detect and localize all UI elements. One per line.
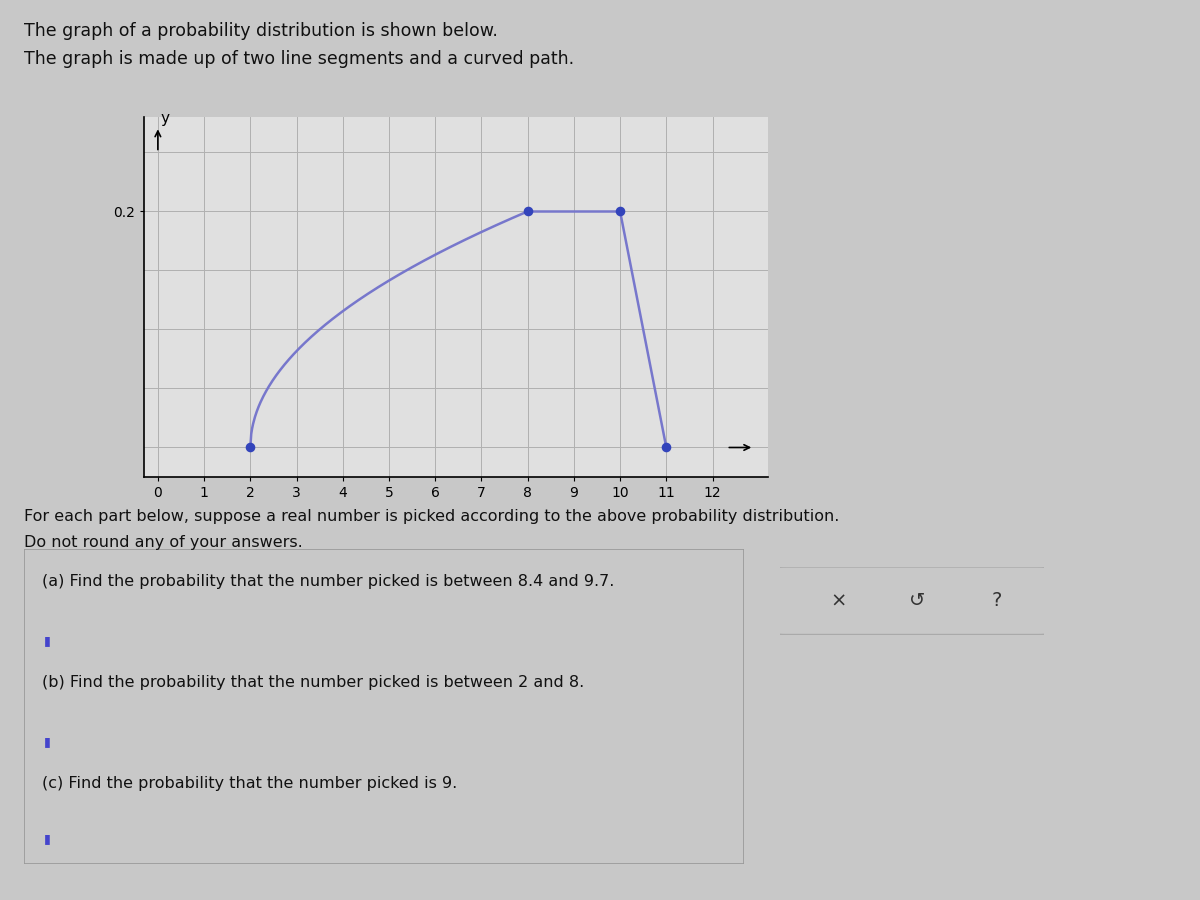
Text: ▮: ▮ xyxy=(44,634,52,647)
Text: The graph is made up of two line segments and a curved path.: The graph is made up of two line segment… xyxy=(24,50,574,68)
Text: For each part below, suppose a real number is picked according to the above prob: For each part below, suppose a real numb… xyxy=(24,508,839,524)
Point xyxy=(241,440,260,454)
Text: ×: × xyxy=(830,591,846,610)
FancyBboxPatch shape xyxy=(772,567,1052,634)
Point xyxy=(656,440,676,454)
Text: (a) Find the probability that the number picked is between 8.4 and 9.7.: (a) Find the probability that the number… xyxy=(42,574,614,590)
Text: The graph of a probability distribution is shown below.: The graph of a probability distribution … xyxy=(24,22,498,40)
Text: (c) Find the probability that the number picked is 9.: (c) Find the probability that the number… xyxy=(42,776,457,791)
Point xyxy=(611,204,630,219)
Text: ▮: ▮ xyxy=(44,734,52,748)
Text: ↺: ↺ xyxy=(910,591,925,610)
Text: y: y xyxy=(161,112,169,126)
Text: Do not round any of your answers.: Do not round any of your answers. xyxy=(24,536,302,551)
Text: (b) Find the probability that the number picked is between 2 and 8.: (b) Find the probability that the number… xyxy=(42,675,584,690)
Text: ?: ? xyxy=(991,591,1002,610)
Point xyxy=(518,204,538,219)
Text: ▮: ▮ xyxy=(44,832,52,845)
